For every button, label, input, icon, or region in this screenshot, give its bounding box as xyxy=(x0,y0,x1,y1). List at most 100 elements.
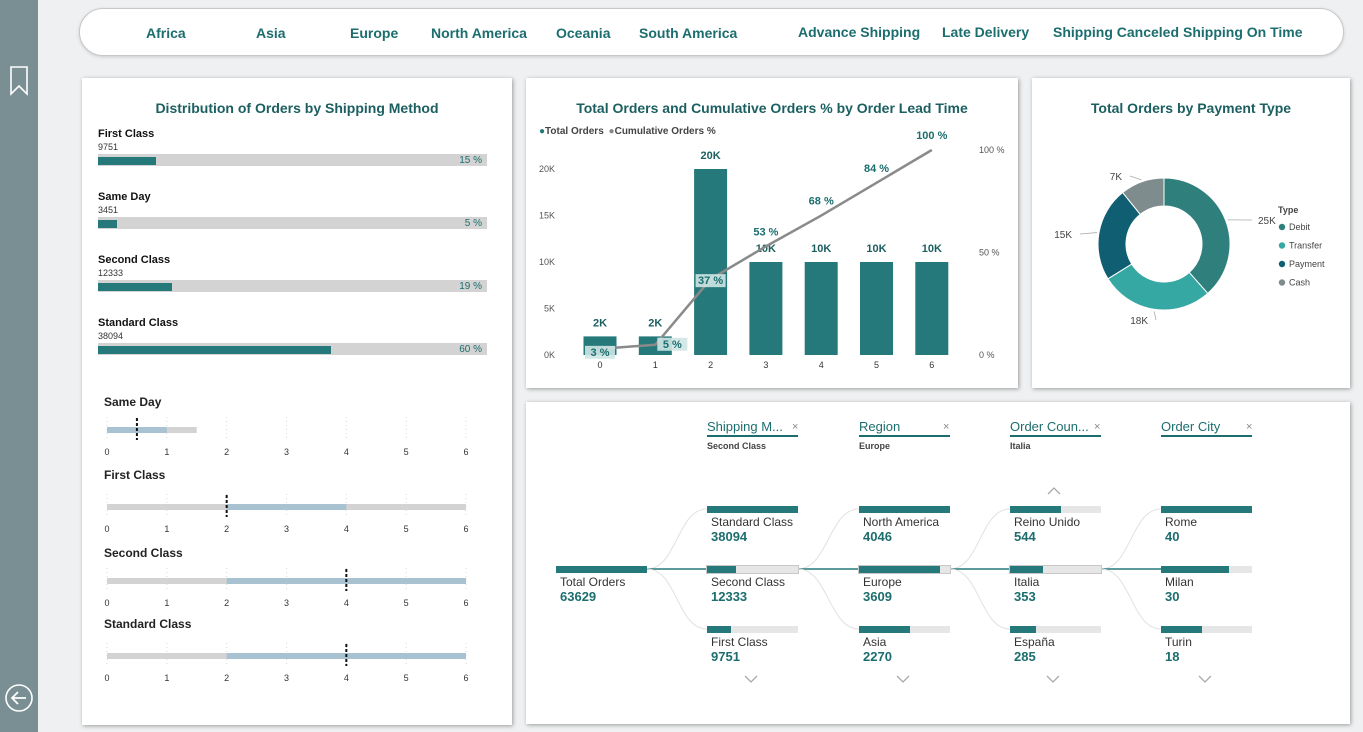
bullet-label: Same Day xyxy=(104,395,162,409)
node-bar[interactable] xyxy=(1010,626,1101,633)
y2-axis-tick: 0 % xyxy=(979,350,995,360)
y2-axis-tick: 50 % xyxy=(979,248,1000,258)
node-bar[interactable] xyxy=(1161,506,1252,513)
node-bar[interactable] xyxy=(706,565,799,574)
node-label: North America xyxy=(863,515,940,529)
legend-cumulative: Cumulative Orders % xyxy=(614,126,716,137)
method-bar-fill xyxy=(98,220,118,228)
bullet-axis-tick: 0 xyxy=(104,598,109,608)
nav-shipping-on-time[interactable]: Shipping On Time xyxy=(1183,24,1303,40)
node-bar[interactable] xyxy=(858,565,951,574)
chevron-down-icon[interactable] xyxy=(896,675,910,684)
node-label: Turin xyxy=(1165,635,1192,649)
root-label: Total Orders xyxy=(560,575,626,589)
donut-data-label: 25K xyxy=(1258,216,1276,227)
tree-connector xyxy=(949,508,1011,570)
bar-total-orders xyxy=(915,262,949,355)
node-value: 2270 xyxy=(863,649,892,664)
payment-donut-chart: 25K 18K 15K 7K Type Debit Transfer Payment Cash xyxy=(1054,172,1325,327)
shipping-method-panel: Distribution of Orders by Shipping Metho… xyxy=(82,78,512,725)
tree-connector xyxy=(646,508,708,570)
node-bar[interactable] xyxy=(859,506,950,513)
bullet-axis-tick: 1 xyxy=(164,447,169,457)
chevron-down-icon[interactable] xyxy=(1198,675,1212,684)
bullet-axis-tick: 6 xyxy=(463,447,468,457)
node-bar[interactable] xyxy=(1010,506,1101,513)
remove-level-icon[interactable]: × xyxy=(943,421,950,433)
nav-north-america[interactable]: North America xyxy=(431,25,527,41)
level-selected: Second Class xyxy=(707,441,767,451)
x-axis-tick: 4 xyxy=(819,360,824,370)
method-bar-fill xyxy=(98,283,172,291)
back-arrow-icon[interactable] xyxy=(4,683,34,713)
bullet-axis-tick: 0 xyxy=(104,447,109,457)
chevron-up-icon[interactable] xyxy=(1047,486,1061,495)
tree-connector xyxy=(797,508,860,570)
method-percent: 5 % xyxy=(464,218,482,229)
nav-europe[interactable]: Europe xyxy=(350,25,399,41)
donut-data-label: 15K xyxy=(1054,230,1072,241)
nav-oceania[interactable]: Oceania xyxy=(556,25,611,41)
chevron-down-icon[interactable] xyxy=(1046,675,1060,684)
bullet-axis-tick: 5 xyxy=(404,524,409,534)
y-axis-tick: 10K xyxy=(539,257,555,267)
node-bar[interactable] xyxy=(707,506,798,513)
line-data-label: 5 % xyxy=(663,339,682,351)
bullet-axis-tick: 3 xyxy=(284,598,289,608)
node-bar[interactable] xyxy=(1009,565,1102,574)
bullet-axis-tick: 0 xyxy=(104,524,109,534)
line-data-label: 3 % xyxy=(591,347,610,359)
node-value: 30 xyxy=(1165,589,1180,604)
donut-data-label: 18K xyxy=(1130,316,1148,327)
line-data-label-bg xyxy=(695,274,726,288)
method-bar-fill xyxy=(98,157,157,165)
node-value: 12333 xyxy=(711,589,748,604)
bullet-axis-tick: 6 xyxy=(463,524,468,534)
x-axis-tick: 0 xyxy=(597,360,602,370)
donut-legend-marker xyxy=(1278,223,1286,231)
node-label: Europe xyxy=(863,575,902,589)
level-header-order-country[interactable]: Order Coun... xyxy=(1010,419,1101,437)
method-bar: 5 % xyxy=(98,217,487,229)
bullet-axis-tick: 2 xyxy=(224,447,229,457)
node-bar-fill xyxy=(859,506,950,513)
y-axis-tick: 15K xyxy=(539,211,555,221)
method-count: 38094 xyxy=(98,331,124,341)
x-axis-tick: 1 xyxy=(653,360,658,370)
chevron-down-icon[interactable] xyxy=(744,675,758,684)
donut-legend-entry: Payment xyxy=(1289,259,1325,269)
level-header-region[interactable]: Region xyxy=(859,419,950,437)
bullet-axis-tick: 6 xyxy=(463,598,468,608)
line-data-label-bg xyxy=(585,345,615,359)
bullet-label: First Class xyxy=(104,468,166,482)
node-bar[interactable] xyxy=(1161,566,1252,573)
node-bar[interactable] xyxy=(1161,626,1252,633)
level-header-shipping-mode[interactable]: Shipping M... xyxy=(707,419,798,437)
payment-chart-title: Total Orders by Payment Type xyxy=(1090,100,1292,116)
y-axis-tick: 0K xyxy=(544,350,555,360)
nav-advance-shipping[interactable]: Advance Shipping xyxy=(798,24,921,40)
nav-asia[interactable]: Asia xyxy=(256,25,286,41)
donut-legend-title: Type xyxy=(1278,205,1298,215)
node-bar[interactable] xyxy=(859,626,950,633)
level-header-order-city[interactable]: Order City xyxy=(1161,419,1252,437)
nav-africa[interactable]: Africa xyxy=(146,25,186,41)
root-bar[interactable] xyxy=(556,566,647,573)
nav-shipping-canceled[interactable]: Shipping Canceled xyxy=(1053,24,1180,40)
lead-chart-title: Total Orders and Cumulative Orders % by … xyxy=(576,100,968,116)
tree-connector xyxy=(949,568,1011,630)
bookmark-icon[interactable] xyxy=(9,66,29,96)
node-value: 38094 xyxy=(711,529,748,544)
bar-data-label: 2K xyxy=(648,317,662,329)
line-cumulative-orders xyxy=(599,148,933,351)
remove-level-icon[interactable]: × xyxy=(1094,421,1101,433)
root-value: 63629 xyxy=(560,589,597,604)
bullet-axis-tick: 2 xyxy=(224,524,229,534)
donut-leader-line xyxy=(1129,175,1142,181)
nav-south-america[interactable]: South America xyxy=(639,25,738,41)
remove-level-icon[interactable]: × xyxy=(792,421,799,433)
nav-late-delivery[interactable]: Late Delivery xyxy=(942,24,1030,40)
node-bar[interactable] xyxy=(707,626,798,633)
tree-connector xyxy=(1100,508,1162,570)
remove-level-icon[interactable]: × xyxy=(1246,421,1253,433)
